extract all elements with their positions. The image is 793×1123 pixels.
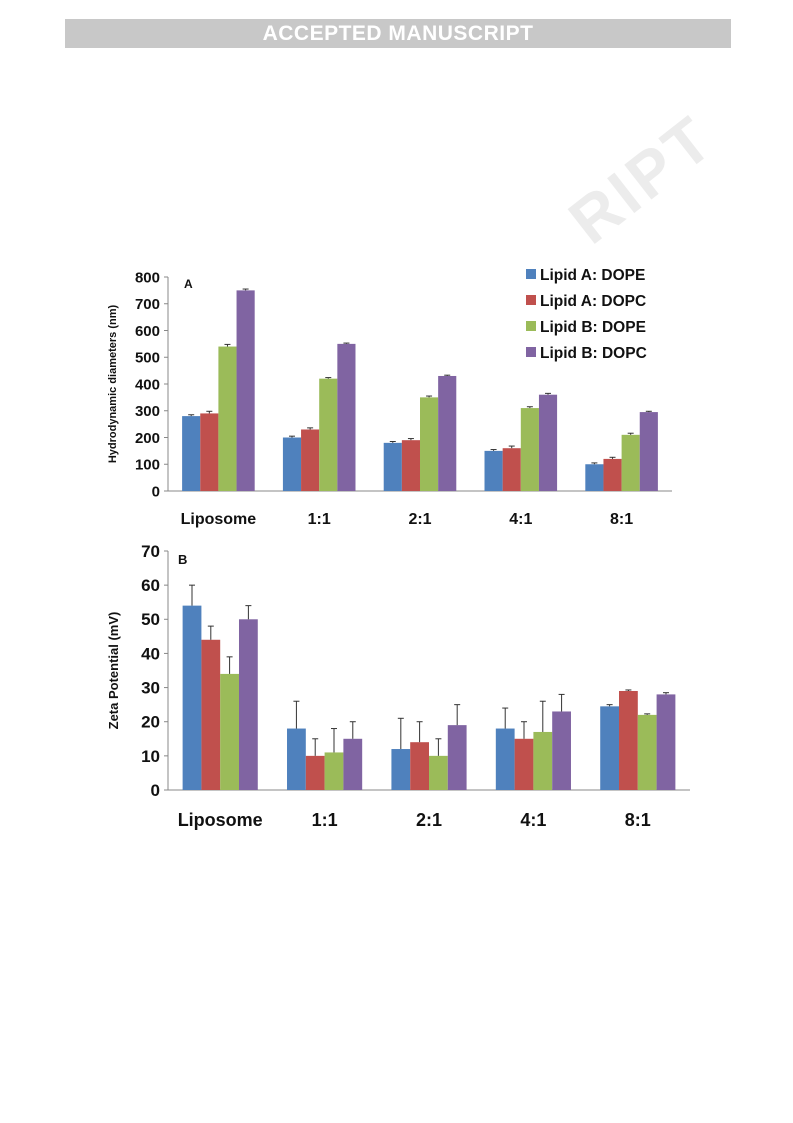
legend-label: Lipid A: DOPC <box>540 293 646 310</box>
x-category-label: Liposome <box>181 511 257 528</box>
x-category-label: 4:1 <box>520 810 546 830</box>
bar <box>619 690 638 790</box>
x-category-label: 1:1 <box>308 511 331 528</box>
bar <box>495 728 515 790</box>
bar <box>401 440 420 491</box>
bar <box>514 738 534 790</box>
y-tick-label: 70 <box>141 542 160 561</box>
bar <box>282 437 302 491</box>
bar <box>637 714 657 790</box>
bar <box>429 755 448 790</box>
bar <box>319 378 338 491</box>
x-category-label: 8:1 <box>625 810 651 830</box>
bar <box>383 442 402 491</box>
bar <box>656 694 676 790</box>
y-tick-label: 30 <box>141 679 160 698</box>
bar <box>287 728 306 790</box>
y-tick-label: 300 <box>135 403 160 420</box>
bar <box>182 416 201 491</box>
chart-panel-A: 0 100 200 300 400 500 600 700 800 Hydrodynamic di… <box>107 267 672 528</box>
legend-swatch <box>526 295 536 305</box>
x-category-label: 2:1 <box>408 511 431 528</box>
bar <box>520 408 539 491</box>
y-tick-label: 800 <box>135 269 160 286</box>
bar <box>438 375 457 491</box>
y-tick-label: 60 <box>141 576 160 595</box>
y-axis-title: Hydrodynamic diameters (nm) <box>107 305 119 464</box>
bar <box>324 752 344 790</box>
legend-label: Lipid B: DOPE <box>540 319 646 336</box>
bar <box>218 346 237 491</box>
bar <box>343 738 363 790</box>
y-tick-label: 400 <box>135 376 160 393</box>
legend: Lipid A: DOPE Lipid A: DOPC Lipid B: DOPE L… <box>526 267 647 362</box>
bar <box>182 605 202 790</box>
bar <box>600 706 620 790</box>
bar <box>639 412 658 491</box>
bar <box>420 397 439 491</box>
y-tick-label: 40 <box>141 644 160 663</box>
bar <box>585 464 604 491</box>
bar <box>533 731 553 790</box>
bar <box>236 290 255 491</box>
bar <box>484 450 503 491</box>
bar <box>201 639 221 790</box>
y-tick-label: 600 <box>135 323 160 340</box>
y-tick-label: 50 <box>141 610 160 629</box>
bar <box>447 725 467 790</box>
y-tick-label: 0 <box>152 483 160 500</box>
bar <box>410 742 429 790</box>
bar <box>603 458 622 491</box>
accepted-manuscript-banner: ACCEPTED MANUSCRIPT <box>65 19 731 48</box>
bar <box>305 755 325 790</box>
bar <box>552 711 571 790</box>
x-category-label: Liposome <box>178 810 263 830</box>
y-tick-label: 500 <box>135 350 160 367</box>
bar <box>220 673 239 790</box>
bar <box>391 749 411 790</box>
panel-label: B <box>178 552 187 567</box>
panel-label: A <box>184 277 193 291</box>
x-category-label: 8:1 <box>610 511 633 528</box>
legend-label: Lipid B: DOPC <box>540 345 647 362</box>
x-category-label: 2:1 <box>416 810 442 830</box>
y-tick-label: 700 <box>135 296 160 313</box>
bar <box>337 343 356 491</box>
bar <box>301 429 320 491</box>
bar <box>238 619 258 790</box>
y-tick-label: 0 <box>151 781 160 800</box>
legend-swatch <box>526 347 536 357</box>
bar <box>200 413 219 491</box>
bar <box>502 448 521 491</box>
legend-label: Lipid A: DOPE <box>540 267 645 284</box>
y-tick-label: 10 <box>141 747 160 766</box>
legend-swatch <box>526 321 536 331</box>
legend-swatch <box>526 269 536 279</box>
chart-panel-B: 0 10 20 30 40 50 60 70 Zeta Potential (mV) B Lipos… <box>106 542 690 830</box>
x-category-label: 1:1 <box>312 810 338 830</box>
bar <box>538 394 558 491</box>
bar <box>621 434 640 491</box>
x-category-label: 4:1 <box>509 511 532 528</box>
y-axis-title: Zeta Potential (mV) <box>106 612 121 730</box>
y-tick-label: 100 <box>135 457 160 474</box>
y-tick-label: 20 <box>141 713 160 732</box>
y-tick-label: 200 <box>135 430 160 447</box>
